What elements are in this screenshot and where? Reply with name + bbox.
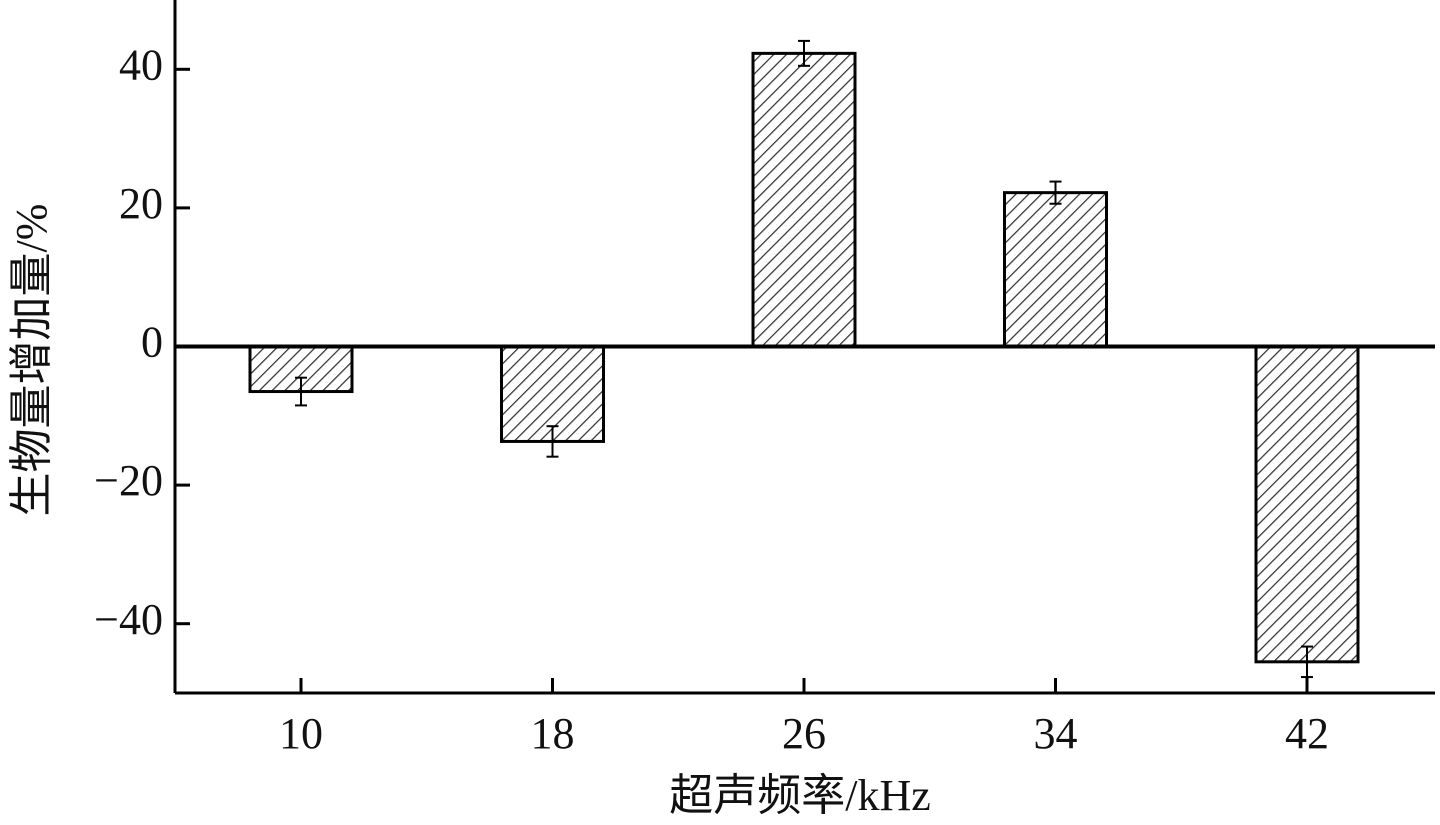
y-tick-label: −20 [94,456,163,505]
error-bar [546,425,559,458]
x-tick-label: 10 [279,709,323,758]
x-tick-label: 18 [531,709,575,758]
bar [1254,345,1360,664]
x-tick-label: 42 [1285,709,1329,758]
bar [1003,191,1108,348]
x-axis-label: 超声频率/kHz [669,771,931,820]
bar [751,51,857,349]
y-tick-label: 40 [119,40,163,89]
y-axis-label: 生物量增加量/% [7,204,56,517]
error-bar [1049,180,1062,205]
x-tick-label: 26 [782,709,826,758]
x-tick-label: 34 [1034,709,1078,758]
error-bar [798,39,810,67]
y-tick-label: 0 [141,318,163,367]
y-tick-label: 20 [119,179,163,228]
y-tick-label: −40 [94,595,163,644]
error-bar [295,376,307,407]
error-bar [1301,645,1313,679]
